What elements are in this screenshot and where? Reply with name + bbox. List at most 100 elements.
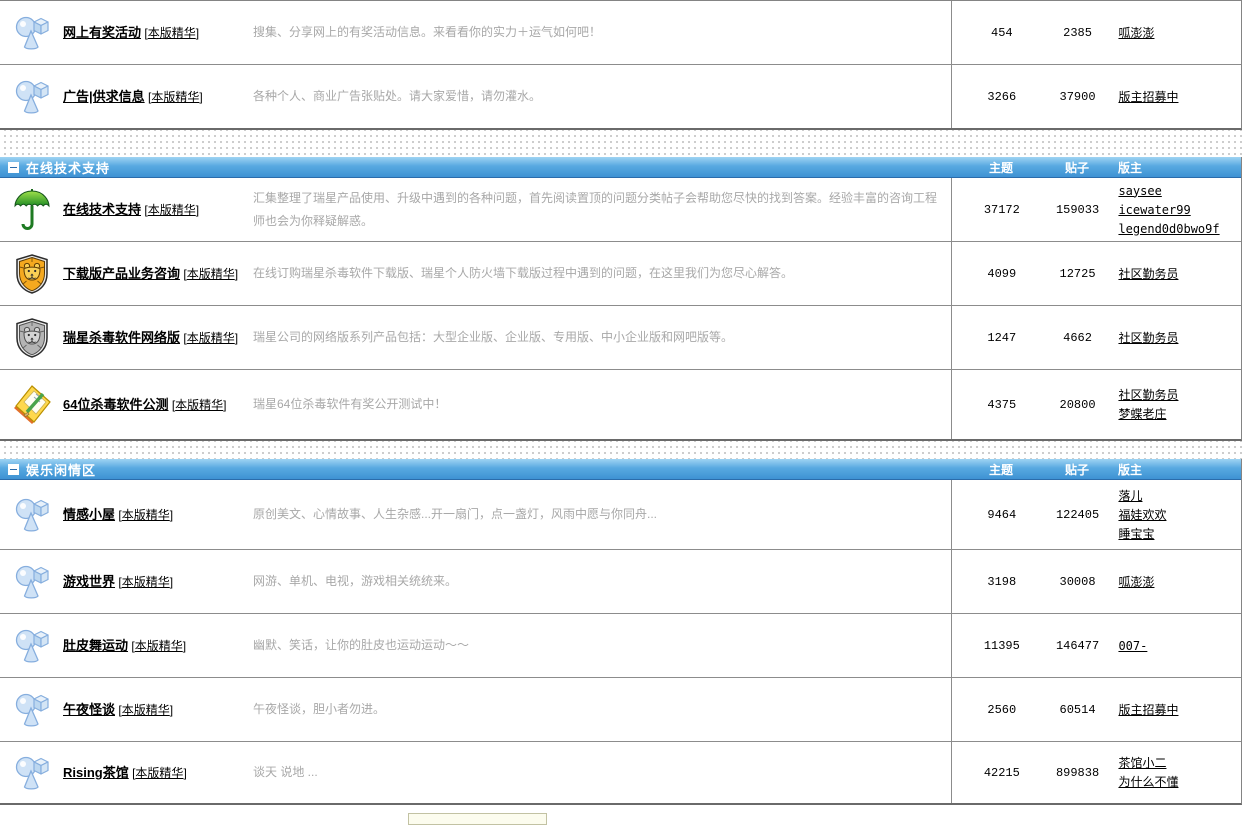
bracket: ] xyxy=(169,574,174,589)
moderator-link[interactable]: icewater99 xyxy=(1118,202,1191,217)
topics-count: 4375 xyxy=(987,397,1017,412)
forum-row: 下载版产品业务咨询 [本版精华] 在线订购瑞星杀毒软件下载版、瑞星个人防火墙下载… xyxy=(0,242,1241,306)
posts-count: 37900 xyxy=(1059,89,1096,104)
moderator-link[interactable]: 呱澎澎 xyxy=(1118,25,1155,40)
lion-shield-orange-icon xyxy=(15,253,49,294)
topics-count: 9464 xyxy=(987,507,1017,522)
moderator-link[interactable]: 为什么不懂 xyxy=(1118,775,1179,789)
moderators: 社区勤务员 梦蝶老庄 xyxy=(1103,387,1241,422)
moderators: 版主招募中 xyxy=(1103,702,1241,718)
forum-title-link[interactable]: 在线技术支持 xyxy=(63,201,142,217)
bracket: ] xyxy=(169,702,174,717)
essence-link[interactable]: 本版精华 xyxy=(186,266,235,281)
moderator-link[interactable]: 社区勤务员 xyxy=(1118,266,1179,281)
posts-count: 2385 xyxy=(1063,25,1092,40)
forum-title-link[interactable]: 下载版产品业务咨询 xyxy=(63,265,181,281)
forum-row: 网上有奖活动 [本版精华] 搜集、分享网上的有奖活动信息。来看看你的实力＋运气如… xyxy=(0,1,1241,65)
essence-link[interactable]: 本版精华 xyxy=(121,507,170,522)
moderator-link[interactable]: 落儿 xyxy=(1118,488,1143,503)
moderator-link[interactable]: 社区勤务员 xyxy=(1118,330,1179,345)
forum-row: 在线技术支持 [本版精华] 汇集整理了瑞星产品使用、升级中遇到的各种问题，首先阅… xyxy=(0,178,1241,242)
essence-link[interactable]: 本版精华 xyxy=(175,397,224,412)
forum-row: 游戏世界 [本版精华] 网游、单机、电视，游戏相关统统来。 3198 30008… xyxy=(0,550,1241,614)
column-header-topics: 主题 xyxy=(988,160,1013,175)
column-header-posts: 贴子 xyxy=(1064,160,1089,175)
forum-description: 网游、单机、电视，游戏相关统统来。 xyxy=(253,574,458,589)
essence-link[interactable]: 本版精华 xyxy=(134,638,183,653)
moderator-link[interactable]: 社区勤务员 xyxy=(1118,388,1179,402)
collapse-icon[interactable] xyxy=(8,463,19,475)
forum-title-link[interactable]: 情感小屋 xyxy=(63,506,116,522)
bracket: [ xyxy=(171,397,176,412)
section-header: 在线技术支持 主题 贴子 版主 xyxy=(0,157,1241,178)
forum-description: 原创美文、心情故事、人生杂感...开一扇门，点一盏灯，风雨中愿与你同舟... xyxy=(253,507,658,522)
shapes-blue-icon xyxy=(15,691,49,729)
bracket: ] xyxy=(199,89,203,104)
topics-count: 42215 xyxy=(983,765,1020,780)
board-entertainment: 娱乐闲情区 主题 贴子 版主 情感小屋 [本版精华] 原创美文、心情故事、人生杂… xyxy=(0,459,1242,805)
column-header-moderator: 版主 xyxy=(1118,160,1143,175)
bracket: [ xyxy=(144,25,148,40)
essence-link[interactable]: 本版精华 xyxy=(121,702,170,717)
forum-title-link[interactable]: 游戏世界 xyxy=(63,573,116,589)
forum-title-link[interactable]: 64位杀毒软件公测 xyxy=(63,396,169,412)
forum-row: Rising茶馆 [本版精华] 谈天 说地 ... 42215 899838 茶… xyxy=(0,742,1241,803)
moderators: 落儿 福娃欢欢 睡宝宝 xyxy=(1103,488,1241,542)
forum-title-link[interactable]: 午夜怪谈 xyxy=(63,701,116,717)
essence-link[interactable]: 本版精华 xyxy=(121,574,170,589)
essence-link[interactable]: 本版精华 xyxy=(135,765,184,780)
collapse-icon[interactable] xyxy=(8,161,19,173)
posts-count: 30008 xyxy=(1059,574,1096,589)
moderator-link[interactable]: 睡宝宝 xyxy=(1118,526,1155,541)
board-tech-support: 在线技术支持 主题 贴子 版主 在线技术支持 [本版精华] 汇集整理了瑞星产品使… xyxy=(0,157,1242,441)
moderator-link[interactable]: 呱澎澎 xyxy=(1118,574,1155,589)
bracket: [ xyxy=(118,702,122,717)
moderator-link[interactable]: 福娃欢欢 xyxy=(1118,507,1167,522)
essence-link[interactable]: 本版精华 xyxy=(147,202,196,217)
forum-row: 情感小屋 [本版精华] 原创美文、心情故事、人生杂感...开一扇门，点一盏灯，风… xyxy=(0,480,1241,550)
topics-count: 1247 xyxy=(987,330,1017,345)
column-header-posts: 贴子 xyxy=(1064,462,1089,477)
topics-count: 454 xyxy=(991,25,1013,40)
moderator-link[interactable]: 梦蝶老庄 xyxy=(1118,407,1167,421)
topics-count: 11395 xyxy=(983,638,1020,653)
moderator-link[interactable]: legend0d0bwo9f xyxy=(1118,221,1220,236)
essence-link[interactable]: 本版精华 xyxy=(151,89,200,104)
section-title[interactable]: 在线技术支持 xyxy=(26,160,111,176)
section-title[interactable]: 娱乐闲情区 xyxy=(26,462,97,478)
moderators: 社区勤务员 xyxy=(1103,330,1241,346)
lion-shield-gray-icon xyxy=(15,317,49,358)
topics-count: 4099 xyxy=(987,266,1017,281)
bracket: [ xyxy=(132,765,136,780)
bracket: ] xyxy=(169,507,174,522)
bracket: [ xyxy=(131,638,135,653)
bracket: ] xyxy=(195,25,200,40)
forum-title-link[interactable]: 广告|供求信息 xyxy=(63,88,145,104)
partial-popup xyxy=(408,813,547,825)
bracket: ] xyxy=(195,202,200,217)
topics-count: 3266 xyxy=(987,89,1017,104)
bracket: [ xyxy=(183,266,187,281)
moderators: 社区勤务员 xyxy=(1103,266,1241,282)
essence-link[interactable]: 本版精华 xyxy=(186,330,235,345)
shapes-blue-icon xyxy=(15,563,49,601)
shapes-blue-icon xyxy=(15,754,49,792)
moderators: 版主招募中 xyxy=(1103,89,1241,105)
forum-title-link[interactable]: 瑞星杀毒软件网络版 xyxy=(63,329,181,345)
forum-title-link[interactable]: 网上有奖活动 xyxy=(63,24,142,40)
bracket: [ xyxy=(147,89,152,104)
forum-title-link[interactable]: 肚皮舞运动 xyxy=(63,637,129,653)
bracket: ] xyxy=(183,765,187,780)
moderator-link[interactable]: 版主招募中 xyxy=(1118,89,1179,104)
posts-count: 4662 xyxy=(1063,330,1092,345)
forum-description: 在线订购瑞星杀毒软件下载版、瑞星个人防火墙下载版过程中遇到的问题，在这里我们为您… xyxy=(253,266,794,281)
moderator-link[interactable]: 茶馆小二 xyxy=(1118,756,1167,770)
forum-description: 汇集整理了瑞星产品使用、升级中遇到的各种问题，首先阅读置顶的问题分类帖子会帮助您… xyxy=(253,191,938,228)
moderator-link[interactable]: 版主招募中 xyxy=(1118,702,1179,717)
moderator-link[interactable]: saysee xyxy=(1118,183,1162,198)
essence-link[interactable]: 本版精华 xyxy=(147,25,196,40)
forum-title-link[interactable]: Rising茶馆 xyxy=(63,764,129,780)
forum-description: 瑞星公司的网络版系列产品包括：大型企业版、企业版、专用版、中小企业版和网吧版等。 xyxy=(253,330,734,345)
moderator-link[interactable]: 007- xyxy=(1118,638,1148,653)
moderators: saysee icewater99 legend0d0bwo9f xyxy=(1103,183,1241,237)
